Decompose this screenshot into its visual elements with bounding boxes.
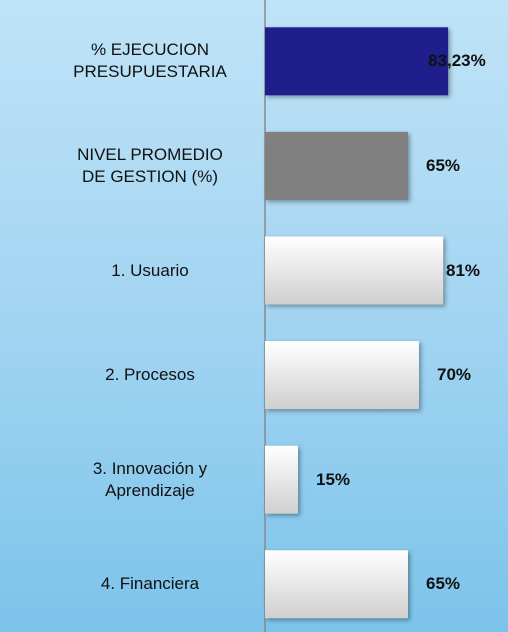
category-label: 4. Financiera <box>100 574 200 594</box>
bar <box>265 550 408 619</box>
bar <box>265 236 444 305</box>
bar <box>265 131 408 200</box>
value-label: 81% <box>446 260 481 280</box>
value-label: 65% <box>426 155 461 175</box>
bar <box>265 27 449 96</box>
value-label: 83,23% <box>428 51 486 71</box>
category-label: % EJECUCION PRESUPUESTARIA <box>73 40 227 82</box>
bar <box>265 341 419 410</box>
category-label: 1. Usuario <box>111 260 189 280</box>
value-label: 65% <box>426 574 461 594</box>
category-label: 3. Innovación y Aprendizaje <box>92 458 208 500</box>
value-label: 15% <box>316 469 351 489</box>
category-label: NIVEL PROMEDIO DE GESTION (%) <box>77 144 223 186</box>
category-label: 2. Procesos <box>105 365 195 385</box>
bar <box>265 445 298 514</box>
value-label: 70% <box>437 365 472 385</box>
